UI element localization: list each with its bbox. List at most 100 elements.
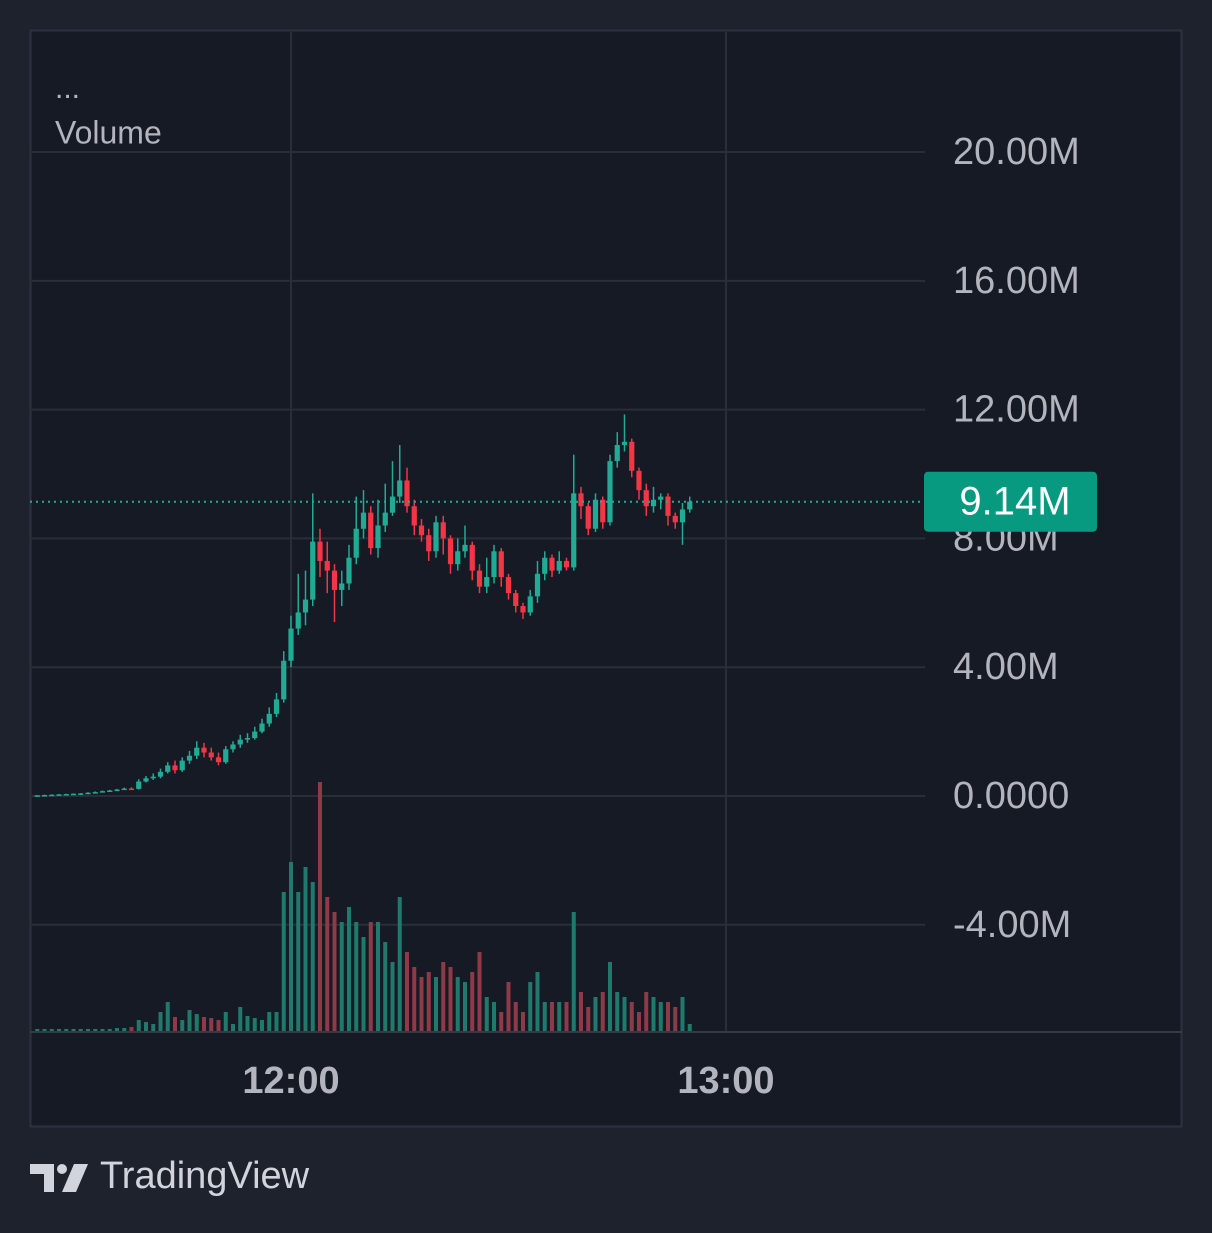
volume-bar (513, 1002, 518, 1032)
volume-bar (78, 1029, 83, 1032)
candle-body (331, 570, 338, 590)
volume-bar (470, 972, 475, 1032)
candle-body (404, 480, 410, 507)
candle-body (244, 738, 251, 740)
volume-bar (49, 1029, 54, 1032)
candle-body (70, 793, 77, 796)
volume-bar (571, 912, 576, 1032)
volume-bar (317, 782, 322, 1032)
candle-body (150, 776, 156, 779)
candle-body (643, 490, 649, 507)
volume-bar (404, 952, 409, 1032)
volume-bar (64, 1029, 69, 1032)
volume-bar (296, 892, 301, 1032)
candle-body (368, 512, 374, 549)
chart-panel (29, 29, 1183, 1128)
volume-bar (71, 1029, 76, 1032)
candle-body (498, 551, 504, 578)
brand-name: TradingView (100, 1155, 310, 1197)
candle-body (288, 628, 294, 661)
volume-bar (615, 992, 620, 1032)
candle-body (194, 747, 200, 756)
volume-bar (281, 892, 286, 1032)
candle-body (382, 512, 388, 526)
candle-body (186, 755, 193, 761)
y-tick-label: 16.00M (953, 260, 1080, 302)
volume-bar (209, 1018, 214, 1032)
volume-bar (238, 1007, 243, 1032)
volume-bar (622, 997, 627, 1032)
volume-bar (85, 1029, 90, 1032)
volume-bar (245, 1016, 250, 1032)
volume-bar (600, 992, 605, 1032)
candle-body (99, 791, 106, 793)
logo-t (30, 1164, 54, 1192)
volume-bar (42, 1029, 47, 1032)
candle-body (136, 781, 142, 789)
candle-body (259, 723, 265, 732)
volume-bar (187, 1010, 192, 1032)
volume-bar (100, 1029, 105, 1032)
indicator-label: Volume (55, 114, 162, 150)
last-price-box (924, 471, 1097, 532)
volume-bar (484, 997, 489, 1032)
brand-logo (30, 1164, 88, 1192)
candle-body (440, 522, 446, 539)
volume-bar (252, 1018, 257, 1032)
volume-bar (390, 962, 395, 1032)
candle-body (201, 747, 207, 753)
candle-body (418, 525, 425, 536)
candle-body (455, 551, 461, 565)
candle-body (636, 470, 642, 491)
candle-body (143, 778, 149, 782)
volume-bar (310, 882, 315, 1032)
candle-body (534, 573, 541, 597)
candle-body (63, 794, 69, 796)
candle-body (172, 765, 178, 771)
volume-bar (433, 977, 438, 1032)
candle-body (607, 461, 613, 523)
volume-bar (339, 922, 344, 1032)
candle-body (592, 499, 599, 529)
y-tick-label: 12.00M (953, 389, 1080, 431)
volume-bar (35, 1029, 40, 1032)
volume-bar (325, 897, 330, 1032)
volume-bar (107, 1029, 112, 1032)
volume-bar (332, 912, 337, 1032)
candle-body (324, 560, 330, 571)
volume-bar (114, 1028, 119, 1032)
candle-body (375, 525, 381, 549)
candle-body (34, 795, 40, 797)
volume-bar (259, 1020, 264, 1032)
volume-bar (477, 952, 482, 1032)
volume-bar (658, 1002, 663, 1032)
candle-body (215, 757, 222, 763)
volume-bar (288, 862, 293, 1032)
candle-body (252, 731, 258, 739)
volume-bar (172, 1017, 177, 1032)
candle-body (114, 789, 120, 792)
candle-body (658, 496, 664, 500)
candle-body (295, 612, 301, 629)
candle-body (128, 788, 135, 791)
candle-body (157, 771, 164, 777)
volume-bar (549, 1002, 554, 1032)
volume-bar (136, 1020, 141, 1032)
candle-body (469, 544, 475, 571)
indicator-menu[interactable]: ... (55, 72, 80, 105)
volume-bar (593, 997, 598, 1032)
volume-bar (448, 967, 453, 1032)
volume-bar (520, 1012, 525, 1032)
candle-body (600, 499, 606, 523)
candle-body (549, 557, 555, 571)
candle-body (49, 794, 55, 797)
volume-layer (35, 782, 692, 1032)
candle-body (491, 551, 497, 578)
y-tick-label: 0.0000 (953, 775, 1069, 817)
volume-bar (274, 1012, 279, 1032)
volume-bar (93, 1029, 98, 1032)
candle-body (179, 760, 185, 771)
y-tick-label: 4.00M (953, 646, 1059, 688)
